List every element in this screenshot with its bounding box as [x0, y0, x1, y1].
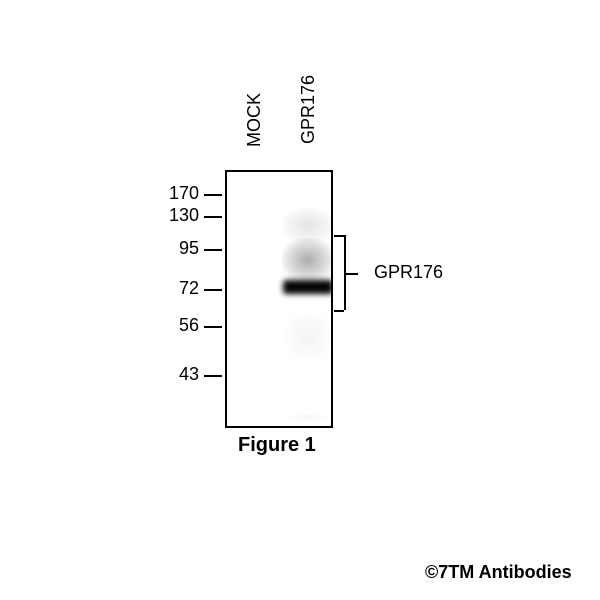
blot-band — [282, 238, 333, 282]
blot-band — [283, 280, 333, 294]
mw-label: 56 — [159, 315, 199, 336]
figure-caption: Figure 1 — [238, 434, 316, 457]
mw-label: 43 — [159, 364, 199, 385]
mw-tick — [204, 289, 222, 291]
figure-container: MOCK GPR176 GPR176 Figure 1 ©7TM Antibod… — [0, 0, 600, 600]
mw-label: 130 — [159, 205, 199, 226]
annotation-line — [344, 273, 358, 275]
annotation-bracket-bottom — [334, 310, 344, 312]
western-blot — [225, 170, 333, 428]
mw-tick — [204, 194, 222, 196]
mw-label: 170 — [159, 183, 199, 204]
annotation-bracket-top — [334, 235, 344, 237]
mw-tick — [204, 216, 222, 218]
mw-label: 95 — [159, 238, 199, 259]
mw-tick — [204, 249, 222, 251]
mw-tick — [204, 326, 222, 328]
protein-label: GPR176 — [374, 262, 443, 283]
blot-band — [284, 312, 333, 362]
blot-band — [289, 412, 327, 422]
mw-tick — [204, 375, 222, 377]
blot-band — [282, 207, 333, 243]
lane-label-gpr176: GPR176 — [298, 75, 319, 144]
lane-label-mock: MOCK — [244, 93, 265, 147]
mw-label: 72 — [159, 278, 199, 299]
copyright-text: ©7TM Antibodies — [425, 562, 572, 583]
